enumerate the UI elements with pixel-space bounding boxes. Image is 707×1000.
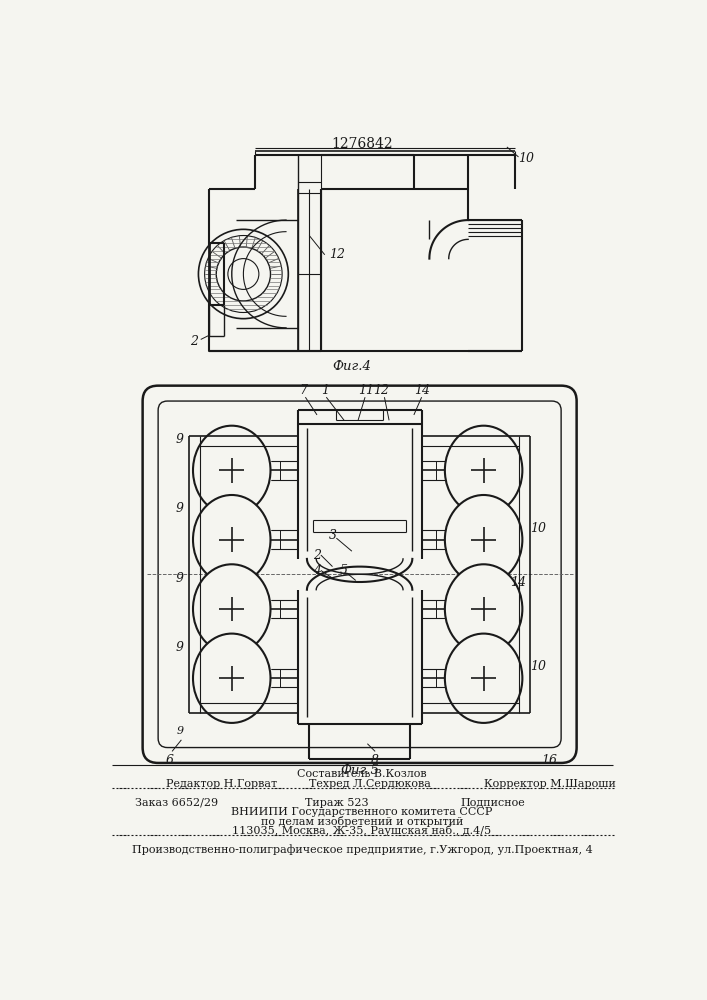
Text: 1: 1 xyxy=(321,384,329,397)
Text: Тираж 523: Тираж 523 xyxy=(305,798,369,808)
Text: Составитель В.Козлов: Составитель В.Козлов xyxy=(297,769,427,779)
Text: 8: 8 xyxy=(371,754,379,767)
Circle shape xyxy=(199,229,288,319)
Ellipse shape xyxy=(445,634,522,723)
Text: 12: 12 xyxy=(329,248,344,261)
Text: Редактор Н.Горват: Редактор Н.Горват xyxy=(166,779,277,789)
Text: 1276842: 1276842 xyxy=(331,137,393,151)
Text: 6: 6 xyxy=(165,754,174,767)
Text: Фиг.5: Фиг.5 xyxy=(340,764,379,777)
Text: 14: 14 xyxy=(414,384,430,397)
Text: Корректор М.Шароши: Корректор М.Шароши xyxy=(484,779,616,789)
Ellipse shape xyxy=(193,634,271,723)
Text: ВНИИПИ Государственного комитета СССР: ВНИИПИ Государственного комитета СССР xyxy=(231,807,493,817)
Text: 2: 2 xyxy=(190,335,199,348)
Text: 4: 4 xyxy=(313,564,321,577)
Text: Фиг.4: Фиг.4 xyxy=(332,360,371,373)
Ellipse shape xyxy=(193,426,271,515)
Text: 10: 10 xyxy=(530,522,546,535)
Text: 16: 16 xyxy=(542,754,558,767)
Ellipse shape xyxy=(445,426,522,515)
Text: по делам изобретений и открытий: по делам изобретений и открытий xyxy=(261,816,463,827)
Text: 14: 14 xyxy=(510,576,527,588)
Ellipse shape xyxy=(193,495,271,584)
Text: Техред Л.Сердюкова: Техред Л.Сердюкова xyxy=(309,779,431,789)
Text: 3: 3 xyxy=(329,529,337,542)
Ellipse shape xyxy=(193,564,271,654)
Text: Подписное: Подписное xyxy=(460,798,525,808)
Text: 5: 5 xyxy=(340,564,348,577)
Text: 9: 9 xyxy=(176,641,184,654)
Ellipse shape xyxy=(445,495,522,584)
Text: 7: 7 xyxy=(299,384,307,397)
Text: 9: 9 xyxy=(176,572,184,585)
Text: 11: 11 xyxy=(358,384,374,397)
Text: 9: 9 xyxy=(176,433,184,446)
Text: 10: 10 xyxy=(518,152,534,165)
Text: Производственно-полиграфическое предприятие, г.Ужгород, ул.Проектная, 4: Производственно-полиграфическое предприя… xyxy=(132,844,592,855)
Text: 113035, Москва, Ж-35, Раушская наб., д.4/5: 113035, Москва, Ж-35, Раушская наб., д.4… xyxy=(233,825,491,836)
Text: 2: 2 xyxy=(313,549,321,562)
Text: 9: 9 xyxy=(176,502,184,515)
Text: 12: 12 xyxy=(373,384,390,397)
Text: 9: 9 xyxy=(176,726,183,736)
Text: 10: 10 xyxy=(530,660,546,673)
Text: Заказ 6652/29: Заказ 6652/29 xyxy=(135,798,218,808)
Ellipse shape xyxy=(445,564,522,654)
